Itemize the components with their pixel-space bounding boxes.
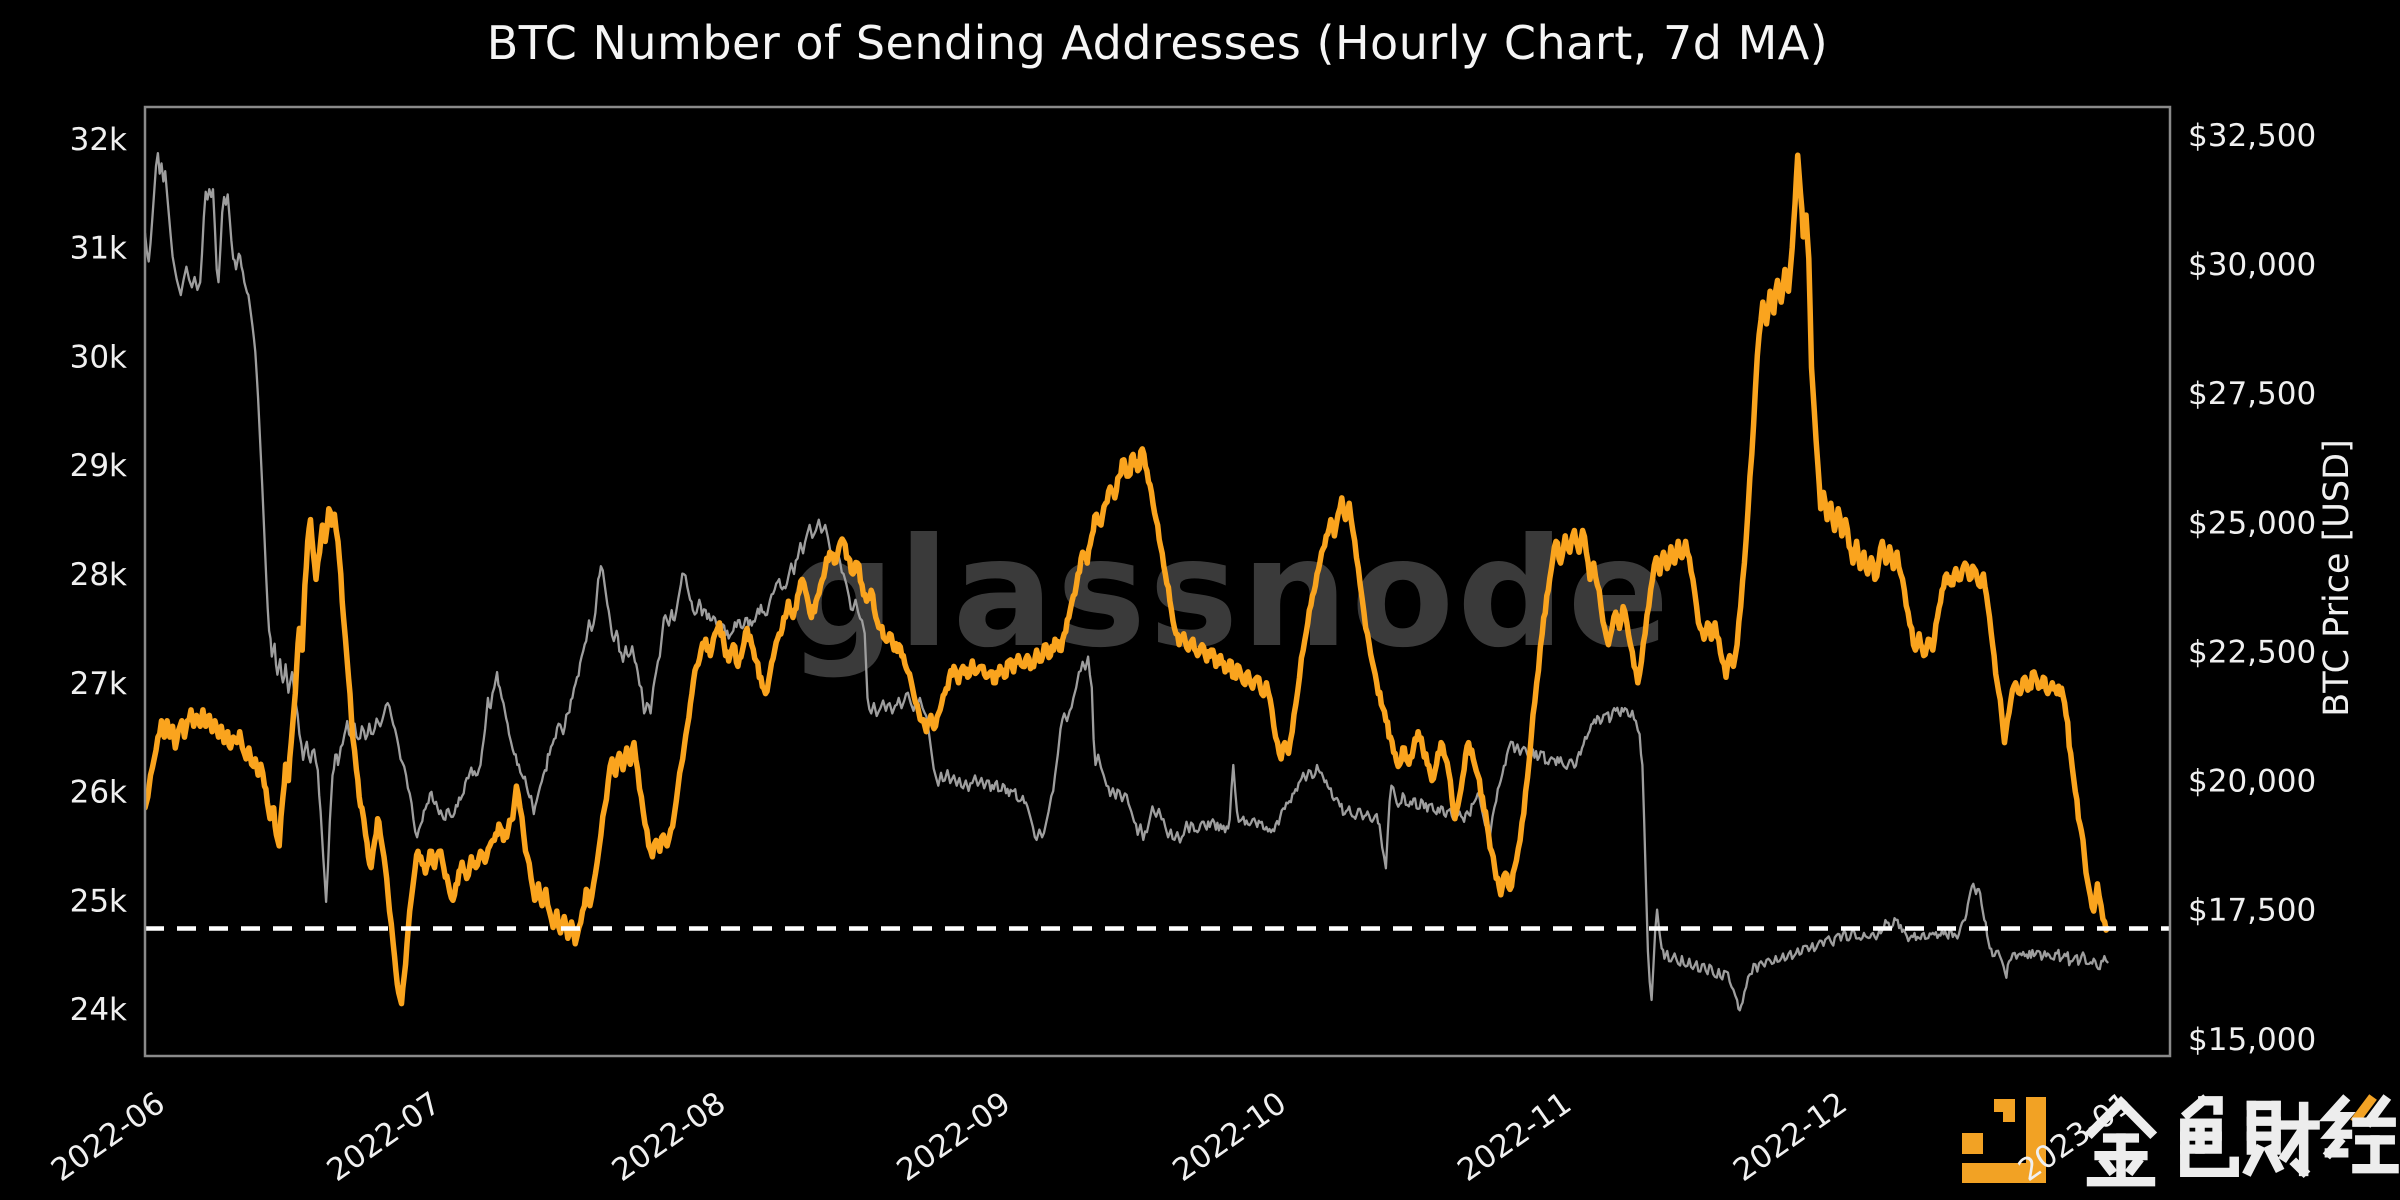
btc-price-series-line: [145, 151, 2109, 1012]
x-tick-label: 2023-01: [2012, 1085, 2139, 1189]
y-left-tick-label: 32k: [70, 122, 127, 158]
glyph-se: [2180, 1094, 2239, 1178]
x-tick-label: 2022-06: [45, 1085, 172, 1189]
y-right-tick-label: $20,000: [2188, 764, 2316, 800]
y-left-tick-label: 27k: [70, 666, 127, 702]
x-tick-label: 2022-11: [1451, 1085, 1578, 1189]
chart-title: BTC Number of Sending Addresses (Hourly …: [486, 16, 1829, 70]
y-left-tick-label: 26k: [70, 775, 127, 811]
y-right-tick-label: $17,500: [2188, 893, 2316, 929]
sending-addresses-series-line: [145, 152, 2111, 1007]
y-left-tick-label: 28k: [70, 557, 127, 593]
y-right-tick-label: $15,000: [2188, 1022, 2316, 1058]
glyph-jing: [2318, 1094, 2399, 1174]
x-tick-label: 2022-08: [606, 1085, 733, 1189]
y-left-tick-label: 30k: [70, 339, 127, 375]
y-left-tick-label: 29k: [70, 448, 127, 484]
y-left-tick-label: 25k: [70, 883, 127, 919]
x-tick-label: 2022-10: [1166, 1085, 1293, 1189]
x-tick-label: 2022-07: [321, 1085, 448, 1189]
jinse-logo-icon: [1962, 1097, 2046, 1183]
x-tick-label: 2022-09: [890, 1085, 1017, 1189]
y-right-tick-label: $25,000: [2188, 505, 2316, 541]
y-right-tick-label: $27,500: [2188, 376, 2316, 412]
x-tick-label: 2022-12: [1727, 1085, 1854, 1189]
y-left-tick-label: 31k: [70, 231, 127, 267]
glyph-jin: [2084, 1096, 2158, 1187]
glyph-cai: [2242, 1100, 2320, 1179]
right-axis-title: BTC Price [USD]: [2317, 439, 2357, 717]
plot-border: [143, 105, 2172, 1058]
y-right-tick-label: $22,500: [2188, 634, 2316, 670]
jing-accent-stroke: [2350, 1094, 2377, 1125]
y-left-tick-label: 24k: [70, 992, 127, 1028]
y-right-tick-label: $30,000: [2188, 247, 2316, 283]
glassnode-watermark: glassnode: [788, 507, 1673, 681]
jinse-wordmark: [2084, 1094, 2399, 1187]
y-right-tick-label: $32,500: [2188, 118, 2316, 154]
